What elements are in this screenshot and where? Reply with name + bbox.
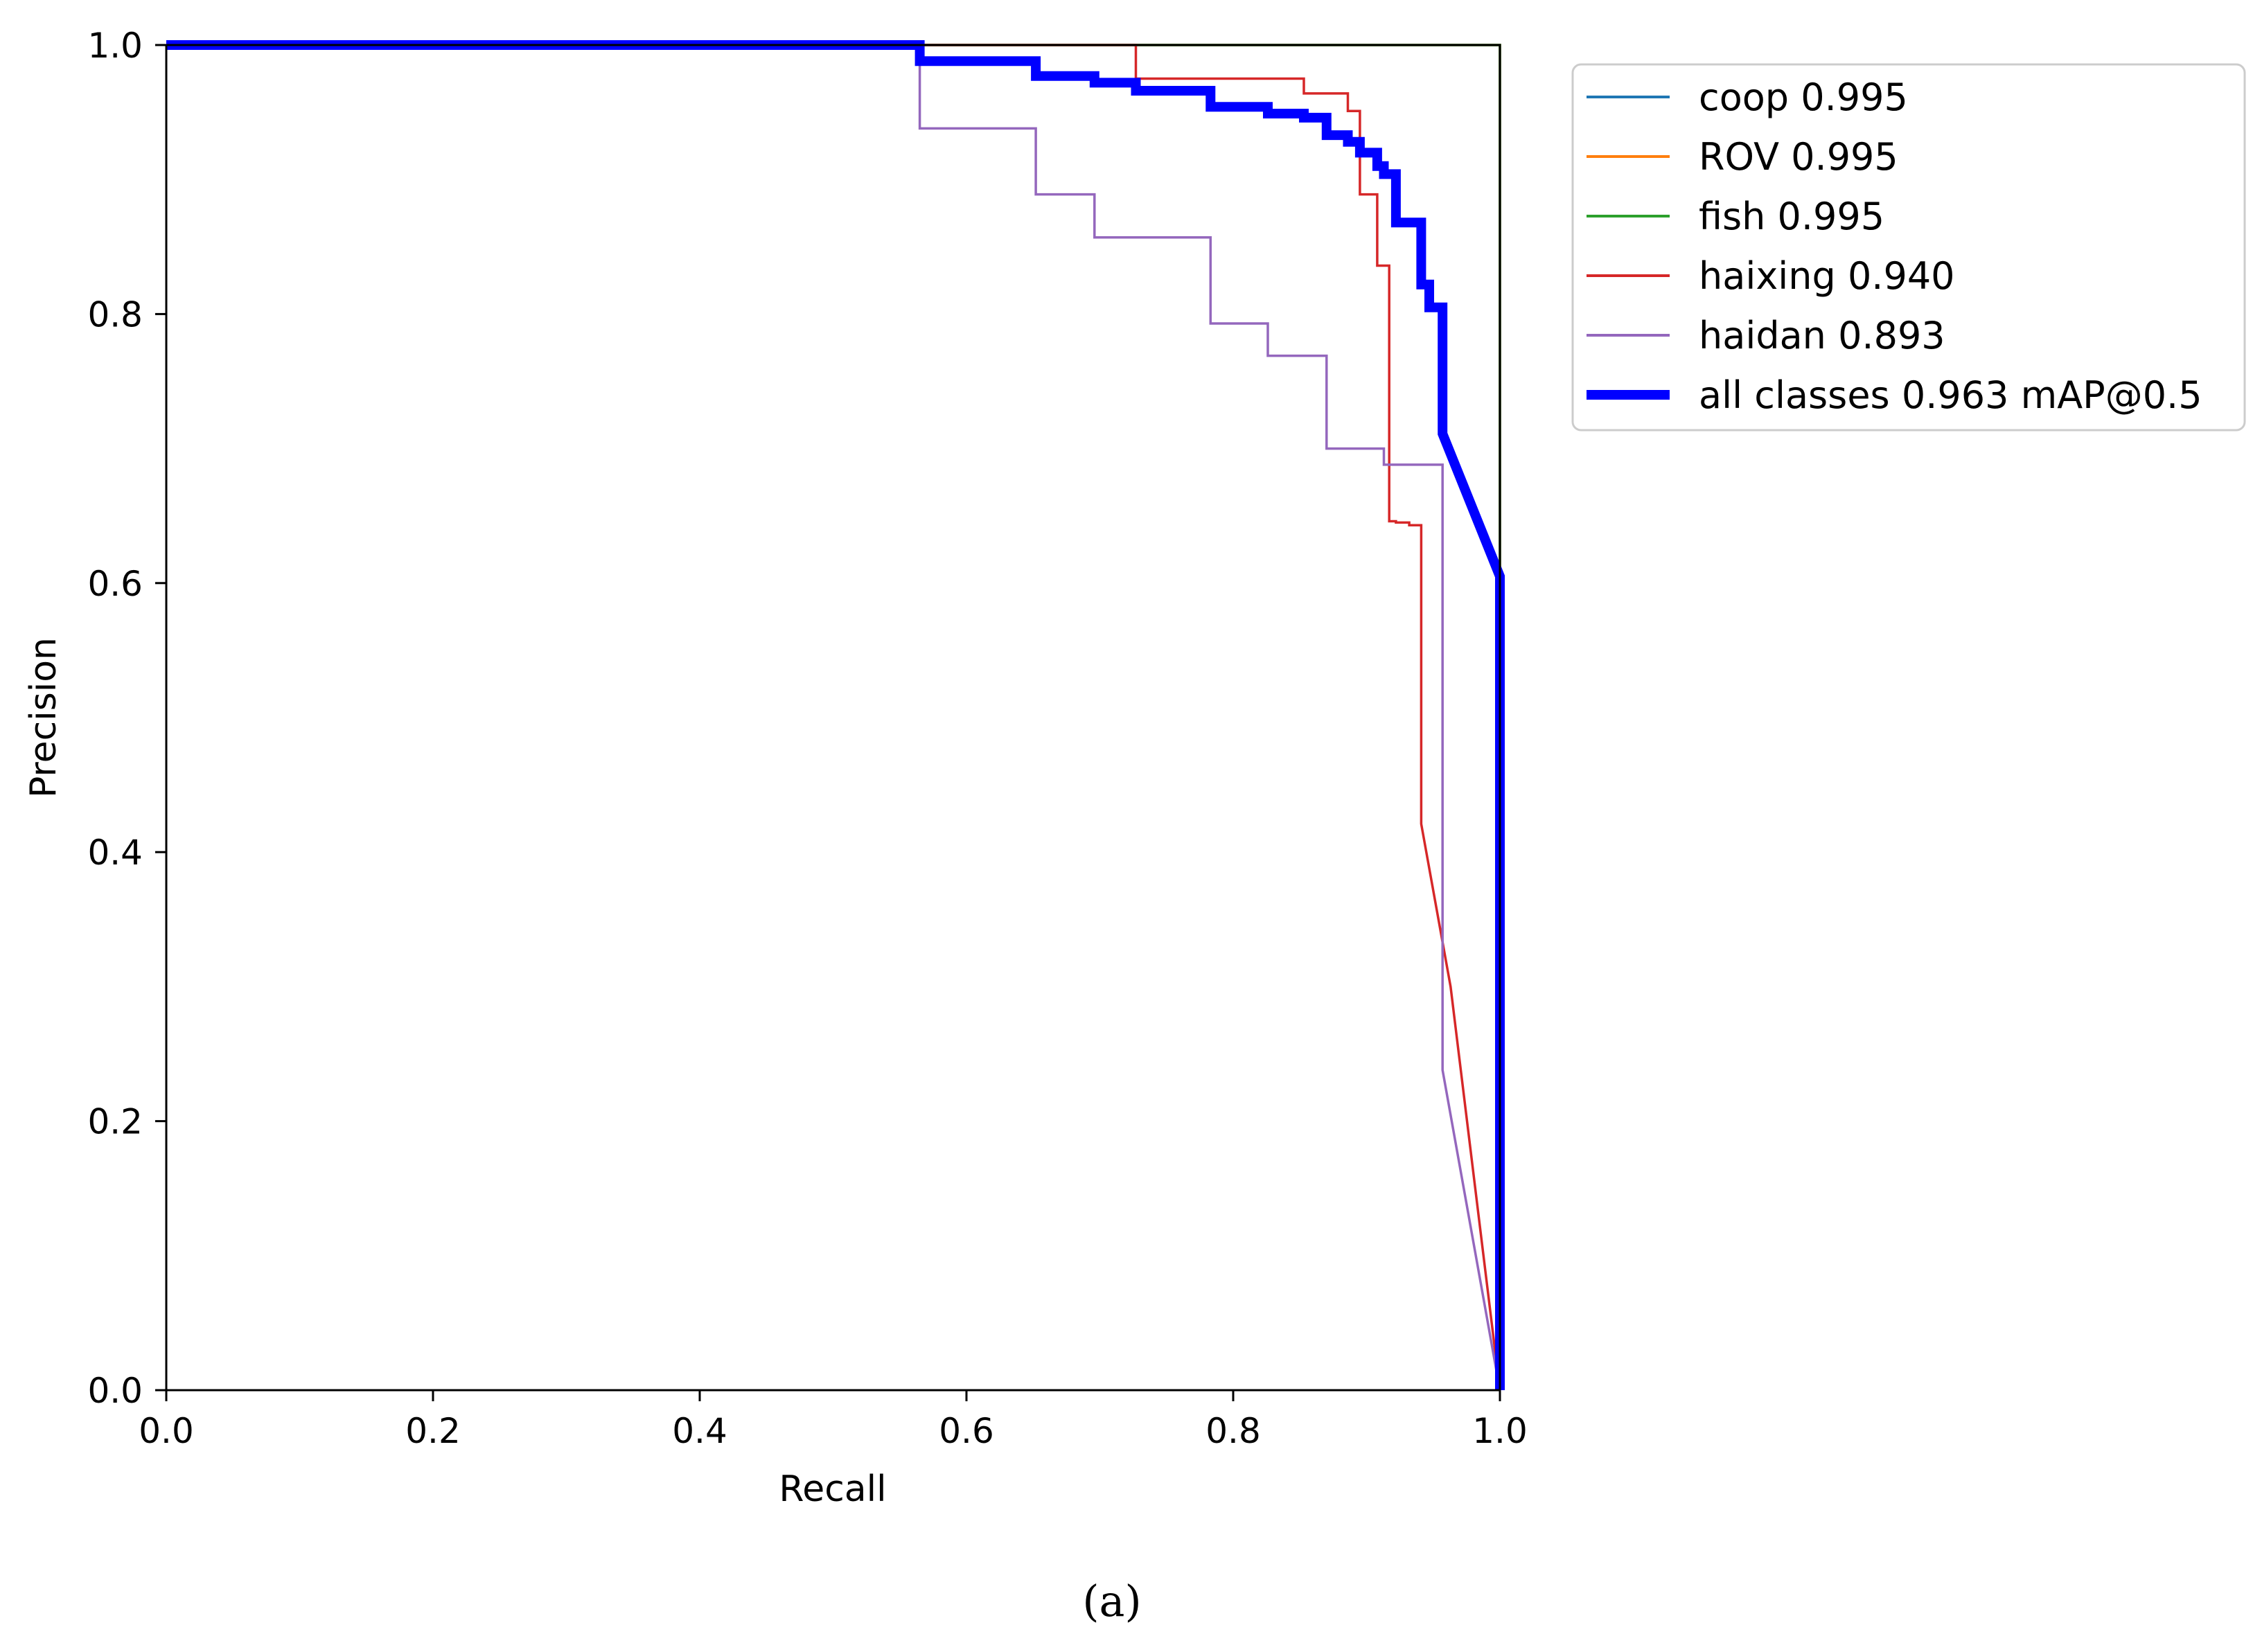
- figure-caption: (a): [1082, 1576, 1141, 1626]
- y-tick-label: 1.0: [87, 26, 143, 66]
- x-axis-label: Recall: [779, 1468, 886, 1510]
- y-tick-label: 0.6: [87, 564, 143, 604]
- series-line-all-classes: [166, 40, 1505, 1390]
- x-tick-label: 0.2: [405, 1411, 461, 1451]
- y-tick-label: 0.4: [87, 833, 143, 873]
- y-tick-label: 0.0: [87, 1371, 143, 1411]
- legend-label: haixing 0.940: [1699, 254, 1955, 298]
- legend-label: coop 0.995: [1699, 76, 1908, 119]
- x-tick-label: 1.0: [1472, 1411, 1528, 1451]
- x-tick-label: 0.6: [939, 1411, 994, 1451]
- legend: coop 0.995 ROV 0.995 fish 0.995 haixing 0.9…: [1571, 63, 2246, 432]
- y-axis-ticks: 0.0 0.2 0.4 0.6 0.8 1.0: [87, 26, 166, 1411]
- x-tick-label: 0.8: [1205, 1411, 1261, 1451]
- legend-label: fish 0.995: [1699, 195, 1884, 238]
- x-axis-ticks: 0.0 0.2 0.4 0.6 0.8 1.0: [139, 1390, 1528, 1451]
- plot-frame: [165, 44, 1501, 1392]
- y-tick-label: 0.2: [87, 1102, 143, 1142]
- legend-box: [1571, 63, 2246, 432]
- series-line-haidan: [166, 44, 1501, 1391]
- x-tick-label: 0.4: [672, 1411, 727, 1451]
- series-line-haixing: [166, 44, 1501, 1391]
- legend-label: ROV 0.995: [1699, 135, 1898, 179]
- y-tick-label: 0.8: [87, 294, 143, 335]
- legend-label: haidan 0.893: [1699, 314, 1945, 357]
- x-tick-label: 0.0: [139, 1411, 194, 1451]
- y-axis-label: Precision: [23, 637, 64, 798]
- plot-area: [166, 45, 1500, 1390]
- legend-label: all classes 0.963 mAP@0.5: [1699, 373, 2202, 417]
- legend-items: coop 0.995 ROV 0.995 fish 0.995 haixing 0.9…: [1587, 76, 2202, 417]
